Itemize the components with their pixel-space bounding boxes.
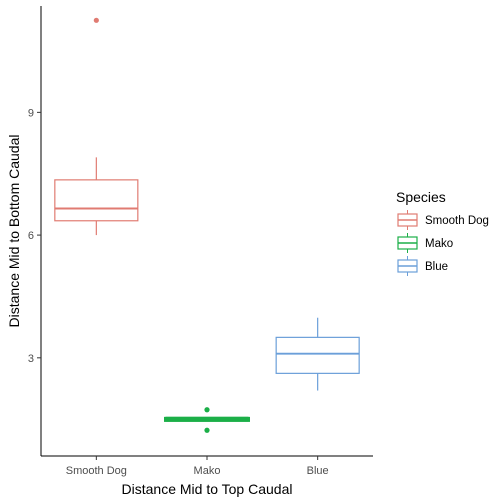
box-blue [275, 317, 360, 391]
box-smooth-dog [54, 17, 139, 236]
x-axis-title: Distance Mid to Top Caudal [122, 481, 293, 497]
legend-label: Mako [425, 238, 453, 250]
legend: Species Smooth Dog Mako Blue [396, 189, 489, 276]
legend-item: Smooth Dog [397, 210, 489, 230]
x-axis-ticks: Smooth Dog Mako Blue [66, 456, 329, 477]
legend-label: Smooth Dog [425, 215, 489, 227]
x-tick-label: Smooth Dog [66, 465, 127, 477]
plot-area [54, 17, 360, 433]
outlier-point [204, 407, 210, 413]
y-tick-label: 3 [28, 353, 34, 365]
y-tick-label: 9 [28, 107, 34, 119]
y-axis-title: Distance Mid to Bottom Caudal [6, 135, 22, 328]
y-tick-label: 6 [28, 230, 34, 242]
y-axis-ticks: 3 6 9 [28, 107, 41, 365]
legend-title: Species [396, 189, 446, 205]
outlier-point [93, 17, 99, 23]
x-tick-label: Mako [194, 465, 221, 477]
legend-item: Blue [397, 256, 448, 276]
box-iqr [275, 336, 360, 374]
box-mako [164, 407, 250, 433]
legend-label: Blue [425, 261, 448, 273]
outlier-point [204, 427, 210, 433]
legend-item: Mako [397, 233, 453, 253]
box-iqr [54, 179, 139, 222]
x-tick-label: Blue [307, 465, 329, 477]
